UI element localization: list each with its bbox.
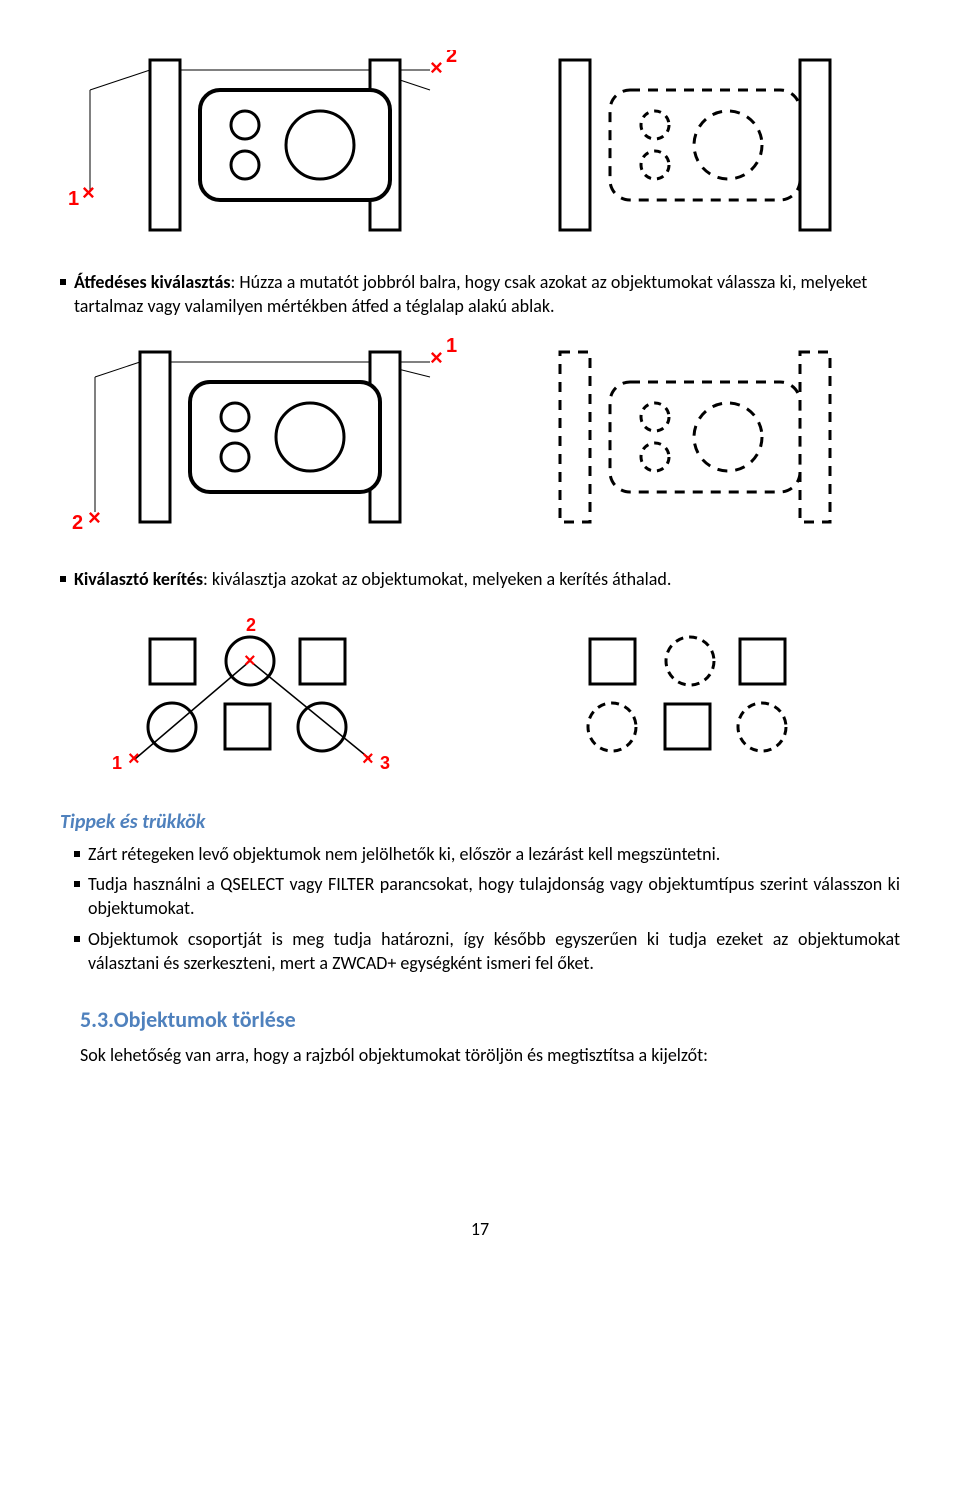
figure-2-right: [500, 337, 900, 537]
fig3-x2-icon: ×: [244, 650, 256, 672]
fig2-label-2: 2: [72, 512, 83, 534]
bullet-dot-icon: [60, 576, 66, 582]
bullet-fence: Kiválasztó kerítés: kiválasztja azokat a…: [60, 567, 900, 591]
fig3-x3-icon: ×: [362, 748, 374, 770]
fig3-label-3: 3: [380, 753, 390, 773]
section-5-3-heading: 5.3.Objektumok törlése: [80, 1005, 900, 1035]
fig1-x1-icon: ×: [82, 180, 95, 205]
tip-text-1: Zárt rétegeken levő objektumok nem jelöl…: [88, 843, 720, 865]
bullet-dot-icon: [60, 279, 66, 285]
tip-item-1: Zárt rétegeken levő objektumok nem jelöl…: [74, 842, 900, 866]
figure-2-left: × 1 × 2: [60, 337, 460, 537]
tips-heading: Tippek és trükkök: [60, 809, 900, 836]
fig2-x1-icon: ×: [430, 345, 443, 370]
fig3-label-2: 2: [246, 615, 256, 635]
tip-item-2: Tudja használni a QSELECT vagy FILTER pa…: [74, 872, 900, 921]
tip-text-2: Tudja használni a QSELECT vagy FILTER pa…: [88, 872, 900, 921]
figure-1-right: [500, 50, 900, 240]
fig3-x1-icon: ×: [128, 748, 140, 770]
bullet-fence-text: : kiválasztja azokat az objektumokat, me…: [203, 568, 671, 590]
bullet-fence-bold: Kiválasztó kerítés: [74, 568, 203, 590]
fig2-x2-icon: ×: [88, 505, 101, 530]
bullet-dot-icon: [74, 851, 80, 857]
tip-item-3: Objektumok csoportját is meg tudja határ…: [74, 927, 900, 976]
page-number: 17: [60, 1217, 900, 1241]
tip-text-3: Objektumok csoportját is meg tudja határ…: [88, 927, 900, 976]
figure-3-right: [500, 609, 900, 779]
figure-3-left: × 2 × 1 × 3: [60, 609, 460, 779]
bullet-crossing: Átfedéses kiválasztás: Húzza a mutatót j…: [60, 270, 900, 319]
fig3-label-1: 1: [112, 753, 122, 773]
fig1-label-1: 1: [68, 188, 79, 210]
figure-row-2: × 1 × 2: [60, 337, 900, 537]
fig1-x2-icon: ×: [430, 55, 443, 80]
fig1-label-2: 2: [446, 50, 457, 67]
figure-1-left: × 2 × 1: [60, 50, 460, 240]
figure-row-1: × 2 × 1: [60, 50, 900, 240]
figure-row-3: × 2 × 1 × 3: [60, 609, 900, 779]
section-5-3-intro: Sok lehetőség van arra, hogy a rajzból o…: [80, 1043, 900, 1067]
tips-list: Zárt rétegeken levő objektumok nem jelöl…: [60, 842, 900, 975]
bullet-crossing-bold: Átfedéses kiválasztás: [74, 271, 231, 293]
bullet-dot-icon: [74, 936, 80, 942]
fig2-label-1: 1: [446, 337, 457, 357]
bullet-dot-icon: [74, 881, 80, 887]
